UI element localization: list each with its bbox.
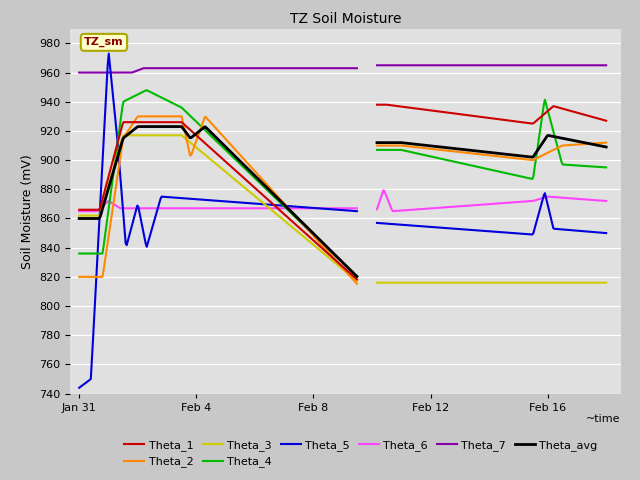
- Line: Theta_2: Theta_2: [79, 116, 606, 284]
- Theta_5: [326, 206, 333, 212]
- Theta_7: [76, 70, 83, 75]
- Theta_4: [508, 172, 516, 178]
- Theta_1: [591, 115, 598, 120]
- Theta_2: [390, 143, 397, 148]
- Theta_1: [390, 103, 397, 108]
- Theta_avg: [602, 144, 610, 150]
- Theta_5: [390, 221, 397, 227]
- Theta_7: [591, 62, 598, 68]
- Theta_7: [508, 62, 516, 68]
- Line: Theta_4: Theta_4: [79, 90, 606, 276]
- Theta_avg: [390, 140, 397, 145]
- Theta_4: [76, 251, 83, 256]
- Theta_2: [76, 274, 83, 280]
- Legend: Theta_1, Theta_2, Theta_3, Theta_4, Theta_5, Theta_6, Theta_7, Theta_avg: Theta_1, Theta_2, Theta_3, Theta_4, Thet…: [120, 436, 602, 472]
- Theta_3: [508, 280, 516, 286]
- Theta_3: [326, 255, 333, 261]
- Theta_2: [591, 141, 598, 146]
- Theta_5: [329, 206, 337, 212]
- Theta_4: [390, 147, 397, 153]
- Theta_6: [329, 205, 337, 211]
- Theta_5: [591, 229, 598, 235]
- Theta_5: [508, 230, 516, 236]
- Theta_6: [76, 208, 83, 214]
- Theta_avg: [76, 216, 83, 221]
- Text: ~time: ~time: [586, 414, 621, 424]
- Theta_4: [326, 247, 333, 253]
- Line: Theta_1: Theta_1: [79, 105, 606, 279]
- Theta_avg: [508, 152, 516, 158]
- Theta_3: [602, 280, 610, 286]
- Theta_avg: [326, 247, 333, 252]
- Theta_1: [602, 118, 610, 124]
- Theta_6: [591, 197, 598, 203]
- Line: Theta_3: Theta_3: [79, 135, 606, 283]
- Theta_3: [329, 258, 337, 264]
- Theta_4: [602, 165, 610, 170]
- Theta_7: [390, 62, 397, 68]
- Theta_6: [602, 198, 610, 204]
- Line: Theta_5: Theta_5: [79, 54, 606, 388]
- Theta_6: [390, 208, 397, 214]
- Line: Theta_6: Theta_6: [79, 190, 606, 211]
- Theta_7: [602, 62, 610, 68]
- Theta_4: [591, 164, 598, 169]
- Theta_2: [508, 155, 516, 161]
- Y-axis label: Soil Moisture (mV): Soil Moisture (mV): [21, 154, 34, 269]
- Text: TZ_sm: TZ_sm: [84, 37, 124, 48]
- Theta_5: [76, 385, 83, 391]
- Line: Theta_avg: Theta_avg: [79, 127, 606, 276]
- Theta_3: [390, 280, 397, 286]
- Theta_6: [326, 205, 333, 211]
- Theta_6: [508, 200, 516, 205]
- Theta_1: [329, 255, 337, 261]
- Theta_3: [76, 213, 83, 218]
- Theta_2: [326, 251, 333, 256]
- Theta_7: [326, 65, 333, 71]
- Theta_1: [76, 207, 83, 213]
- Theta_avg: [591, 142, 598, 147]
- Theta_2: [602, 140, 610, 145]
- Line: Theta_7: Theta_7: [79, 65, 606, 72]
- Theta_1: [508, 118, 516, 124]
- Theta_7: [329, 65, 337, 71]
- Theta_4: [329, 250, 337, 256]
- Theta_avg: [329, 250, 337, 255]
- Title: TZ Soil Moisture: TZ Soil Moisture: [290, 12, 401, 26]
- Theta_5: [602, 230, 610, 236]
- Theta_1: [326, 252, 333, 258]
- Theta_3: [591, 280, 598, 286]
- Theta_2: [329, 254, 337, 260]
